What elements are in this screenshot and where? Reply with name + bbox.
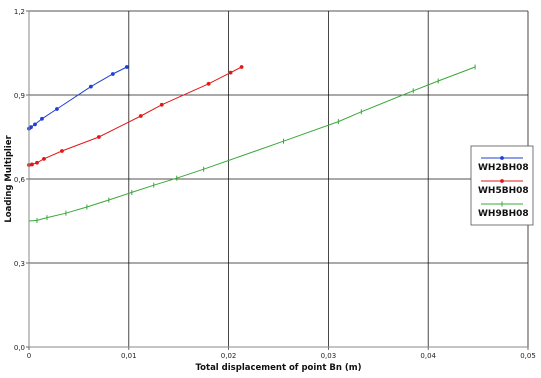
legend-item: WH2BH08 [478,156,529,173]
data-point [33,122,37,127]
legend: WH2BH08 WH5BH08 WH9BH08 [470,145,534,226]
data-point [96,135,101,139]
x-axis-title: Total displacement of point Bn (m) [196,363,362,373]
data-point [40,116,44,121]
data-series [27,64,476,224]
series-WH2BH08 [27,65,129,131]
y-tick-label: 0,0 [14,344,25,352]
data-point [239,65,244,69]
x-tick-label: 0 [27,352,31,360]
data-point [88,84,93,89]
series-line [28,66,476,222]
legend-item: WH9BH08 [478,201,529,219]
legend-swatch-marker [500,156,504,160]
data-point [60,149,64,153]
y-tick-label: 1,2 [14,8,25,16]
x-tick-label: 0,05 [520,352,536,360]
x-tick-label: 0,02 [221,352,237,360]
x-tick-label: 0,04 [420,352,436,360]
y-tick-label: 0,6 [14,176,26,184]
legend-label: WH2BH08 [478,163,529,173]
y-tick-label: 0,3 [14,260,25,268]
data-point [30,162,34,167]
legend-swatch-marker [500,179,504,183]
axes: 0 0,01 0,02 0,03 0,04 0,05 0,0 0,3 0,6 0,9 1,2 [14,8,536,360]
data-point [110,72,115,76]
data-point [138,114,143,118]
x-tick-label: 0,01 [121,352,137,360]
legend-label: WH5BH08 [478,186,529,196]
series-WH5BH08 [27,65,244,167]
data-point [206,81,211,86]
data-point [55,107,59,111]
grid-lines [29,10,529,347]
data-point [124,65,129,69]
data-point [159,102,164,107]
data-point [35,160,39,165]
y-tick-label: 0,9 [14,92,25,100]
legend-item: WH5BH08 [478,179,529,196]
data-point [42,156,46,161]
y-axis-title: Loading Multiplier [4,135,14,223]
x-tick-label: 0,03 [321,352,337,360]
data-point [29,125,33,130]
data-point [228,70,233,75]
legend-label: WH9BH08 [478,209,529,219]
